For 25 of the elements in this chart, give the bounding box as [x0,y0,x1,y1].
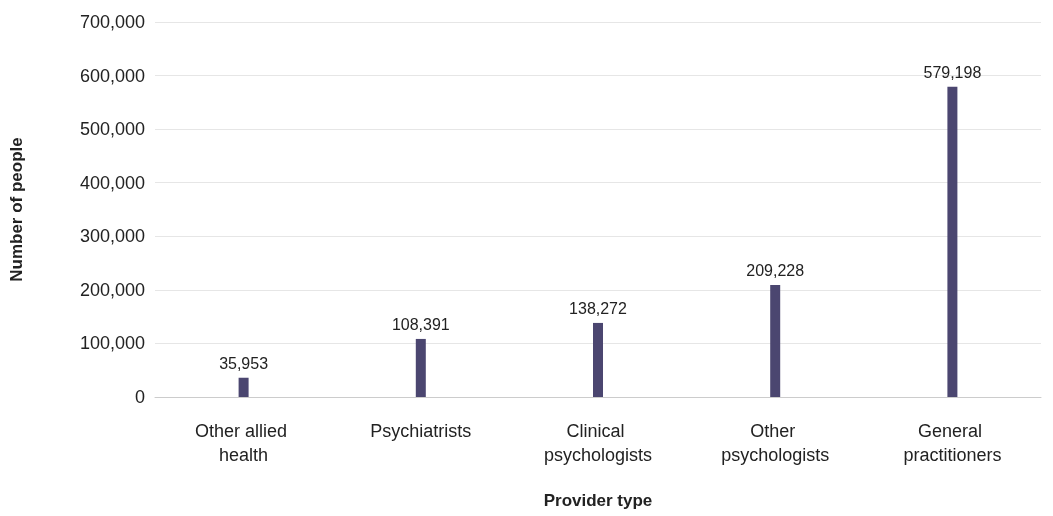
bar [770,284,781,397]
x-tick-label: Psychiatrists [370,421,472,441]
y-tick-label: 400,000 [79,172,145,193]
bar [238,377,249,397]
data-label: 579,198 [923,64,982,82]
bar [593,322,603,397]
x-tick-label: Clinical psychologists [543,421,653,465]
y-tick-label: 300,000 [79,226,145,247]
x-tick-label: General practitioners [903,421,1002,465]
x-axis-title: Provider type [543,491,653,510]
bar [947,86,958,397]
y-tick-label: 200,000 [79,279,145,300]
bar [415,338,426,397]
y-tick-label: 600,000 [79,65,145,86]
x-tick-label: Other allied health [195,421,293,465]
y-axis-title: Number of people [7,137,26,282]
y-tick-label: 0 [134,387,145,407]
data-label: 108,391 [391,316,450,334]
data-label: 138,272 [569,300,628,318]
data-label: 209,228 [746,262,805,280]
y-tick-label: 100,000 [79,333,145,354]
data-label: 35,953 [219,355,269,373]
x-tick-label: Other psychologists [721,421,830,465]
y-tick-label: 500,000 [79,119,145,140]
y-tick-label: 700,000 [79,12,145,32]
